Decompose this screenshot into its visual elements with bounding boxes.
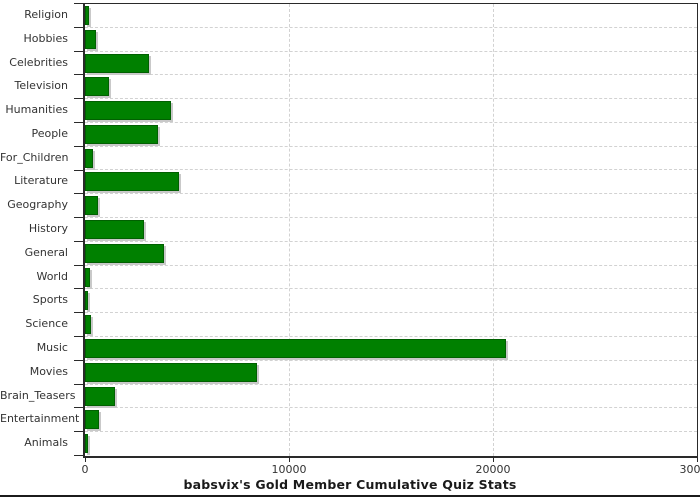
y-axis-tick (74, 265, 83, 266)
category-label-literature: Literature (14, 174, 68, 188)
y-axis-tick (74, 360, 83, 361)
y-axis-tick (74, 407, 83, 408)
bar-brain_teasers (85, 386, 115, 406)
chart-title: babsvix's Gold Member Cumulative Quiz St… (183, 477, 517, 492)
x-axis-tick-label: 30000 (679, 463, 700, 476)
bar-religion (85, 6, 89, 25)
bar-history (85, 220, 144, 240)
plot-area (83, 3, 698, 458)
bar-humanities (85, 101, 171, 121)
category-label-humanities: Humanities (5, 103, 68, 117)
y-axis-tick (74, 217, 83, 218)
y-axis-tick (74, 98, 83, 99)
bar-row-humanities (85, 99, 697, 123)
bar-world (85, 267, 90, 287)
bar-television (85, 77, 109, 97)
y-axis-tick (74, 170, 83, 171)
bar-row-for_children (85, 147, 697, 171)
bar-row-people (85, 123, 697, 147)
bar-row-history (85, 218, 697, 242)
bar-sports (85, 291, 88, 311)
x-axis-tick (697, 457, 698, 462)
category-label-history: History (28, 222, 68, 236)
vertical-gridline (289, 4, 290, 456)
y-axis-tick (74, 146, 83, 147)
category-label-religion: Religion (24, 8, 68, 21)
bar-row-geography (85, 194, 697, 219)
bottom-border-line (0, 495, 700, 497)
bar-literature (85, 172, 179, 192)
bar-geography (85, 196, 98, 216)
category-label-hobbies: Hobbies (23, 31, 68, 45)
bar-row-general (85, 242, 697, 266)
y-axis-tick (74, 3, 83, 4)
y-axis-tick (74, 74, 83, 75)
bar-hobbies (85, 29, 96, 49)
bar-row-hobbies (85, 28, 697, 52)
y-axis-tick (74, 384, 83, 385)
vertical-gridline (493, 4, 494, 456)
category-label-television: Television (14, 79, 69, 93)
bar-row-movies (85, 361, 697, 385)
bar-row-celebrities (85, 52, 697, 76)
y-axis-tick (74, 431, 83, 432)
bar-entertainment (85, 410, 99, 430)
bar-movies (85, 362, 257, 382)
category-label-sports: Sports (32, 293, 68, 307)
bar-row-world (85, 266, 697, 290)
bar-row-literature (85, 170, 697, 195)
y-axis-tick (74, 122, 83, 123)
bar-science (85, 315, 91, 335)
x-axis-tick-label: 10000 (271, 463, 307, 476)
bar-animals (85, 434, 88, 454)
bar-row-religion (85, 4, 697, 28)
bar-row-television (85, 75, 697, 100)
x-axis-tick (289, 457, 290, 462)
y-axis-tick (74, 312, 83, 313)
category-label-celebrities: Celebrities (9, 55, 68, 69)
category-label-world: World (36, 269, 68, 283)
category-label-people: People (31, 126, 68, 140)
y-axis-category-labels: Religion Hobbies Celebrities Television Huma… (0, 3, 80, 455)
y-axis-tick (74, 288, 83, 289)
x-axis-tick-label: 0 (81, 463, 89, 476)
x-axis-tick-label: 20000 (475, 463, 511, 476)
category-label-entertainment: Entertainment (0, 412, 80, 426)
y-axis-tick (74, 455, 83, 456)
category-label-geography: Geography (7, 198, 68, 212)
bar-row-animals (85, 432, 697, 456)
bar-row-brain_teasers (85, 385, 697, 409)
y-axis-tick (74, 193, 83, 194)
bar-people (85, 124, 158, 144)
bar-celebrities (85, 53, 149, 73)
category-label-movies: Movies (29, 364, 68, 378)
bar-row-music (85, 337, 697, 361)
bar-general (85, 243, 164, 263)
x-axis-tick (493, 457, 494, 462)
bar-row-entertainment (85, 408, 697, 433)
bar-for_children (85, 148, 93, 168)
y-axis-tick (74, 241, 83, 242)
category-label-animals: Animals (24, 436, 68, 450)
category-label-music: Music (36, 340, 68, 354)
bar-row-science (85, 313, 697, 337)
category-label-brain_teasers: Brain_Teasers (0, 388, 76, 402)
y-axis-tick (74, 336, 83, 337)
category-label-science: Science (25, 317, 68, 331)
category-label-general: General (24, 245, 68, 259)
bar-row-sports (85, 289, 697, 314)
x-axis-tick (85, 457, 86, 462)
bar-music (85, 338, 506, 358)
y-axis-tick (74, 27, 83, 28)
category-label-for_children: For_Children (0, 150, 69, 164)
y-axis-tick (74, 51, 83, 52)
